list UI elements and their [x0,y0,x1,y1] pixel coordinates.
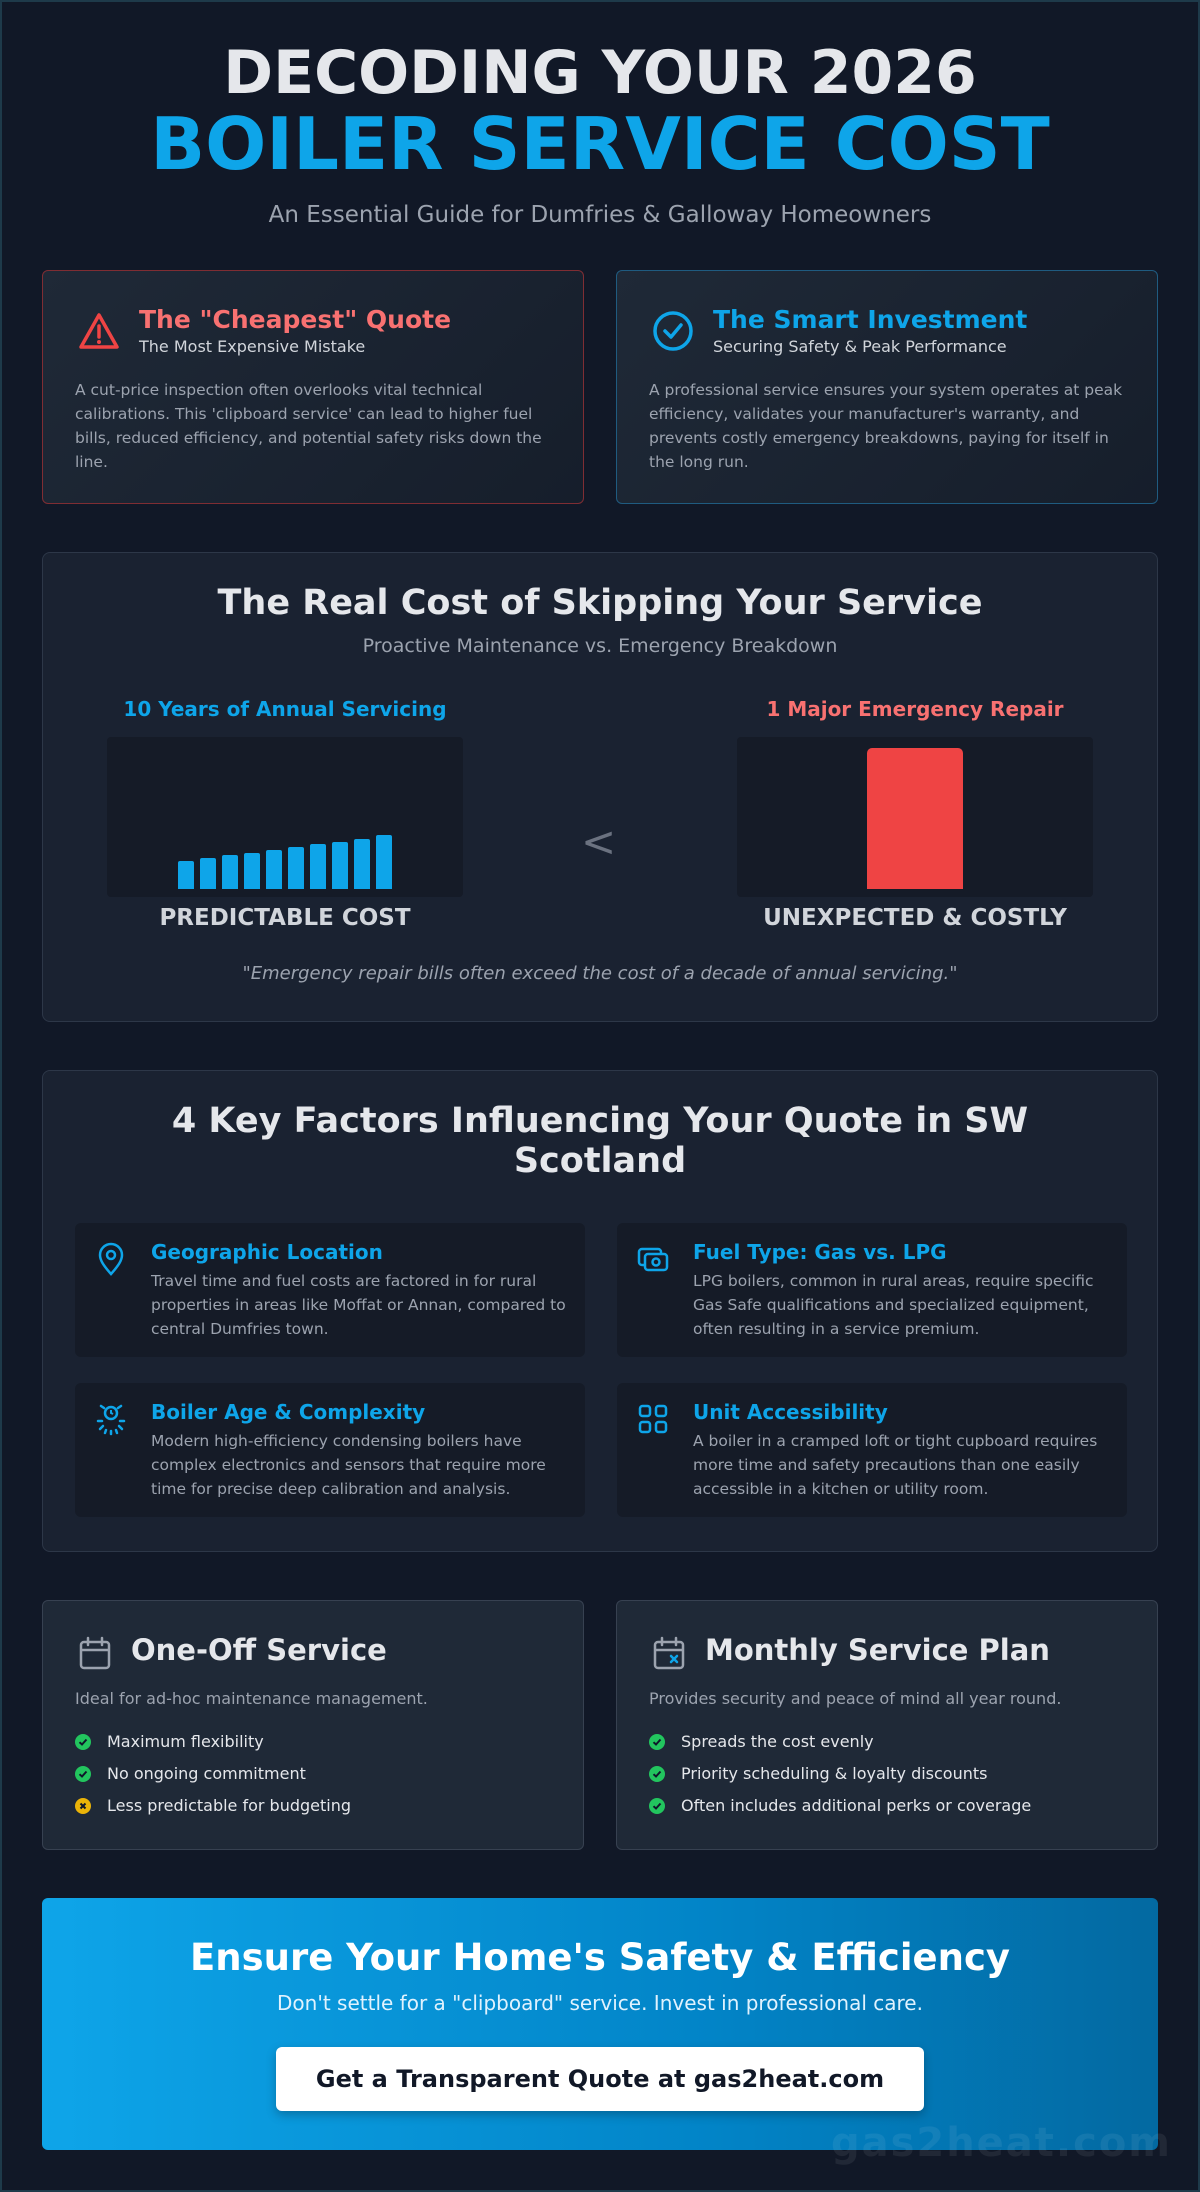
servicing-bar [222,854,238,889]
warning-triangle-icon [79,313,119,349]
plan-description: Provides security and peace of mind all … [649,1689,1062,1708]
plan-feature-text: Often includes additional perks or cover… [681,1796,1032,1815]
emergency-repair-chart [737,737,1093,897]
comparison-cards: The "Cheapest" Quote The Most Expensive … [42,270,1158,504]
factors-panel: 4 Key Factors Influencing Your Quote in … [42,1070,1158,1552]
title-line-1: DECODING YOUR 2026 [223,38,977,108]
cta-subtitle: Don't settle for a "clipboard" service. … [277,1991,923,2015]
plan-feature: No ongoing commitment [75,1758,551,1790]
plan-title: Monthly Service Plan [705,1633,1050,1667]
servicing-bar [310,844,326,889]
emergency-repair-label: 1 Major Emergency Repair [766,697,1064,721]
predictable-cost-caption: PREDICTABLE COST [159,905,411,931]
less-than-symbol: < [581,817,617,866]
get-quote-button[interactable]: Get a Transparent Quote at gas2heat.com [276,2047,924,2111]
real-cost-quote: "Emergency repair bills often exceed the… [242,963,958,984]
plan-feature: Spreads the cost evenly [649,1726,1125,1758]
grid-icon [638,1404,668,1434]
unexpected-costly-caption: UNEXPECTED & COSTLY [763,905,1067,931]
emergency-repair-bar [867,748,963,889]
real-cost-subtitle: Proactive Maintenance vs. Emergency Brea… [362,635,838,657]
servicing-bar [178,860,194,889]
check-icon [649,1734,665,1750]
watermark: gas2heat.com [830,2120,1172,2166]
servicing-bar [200,857,216,889]
factor-title: Boiler Age & Complexity [151,1400,426,1424]
real-cost-panel: The Real Cost of Skipping Your Service P… [42,552,1158,1022]
real-cost-title: The Real Cost of Skipping Your Service [217,583,983,623]
plan-feature-list: Spreads the cost evenly Priority schedul… [649,1726,1125,1822]
plan-feature: Priority scheduling & loyalty discounts [649,1758,1125,1790]
factor-body: Modern high-efficiency condensing boiler… [151,1432,546,1498]
servicing-bar [288,847,304,889]
card-subtitle: The Most Expensive Mistake [139,337,366,356]
plan-feature-text: Maximum flexibility [107,1732,264,1751]
location-pin-icon [98,1242,124,1276]
servicing-bar [266,850,282,889]
servicing-bar [354,838,370,889]
smart-investment-card: The Smart Investment Securing Safety & P… [616,270,1158,504]
factor-card-age: Boiler Age & Complexity Modern high-effi… [75,1383,585,1517]
factor-title: Fuel Type: Gas vs. LPG [693,1240,947,1264]
plan-feature-text: Less predictable for budgeting [107,1796,352,1815]
plan-feature-text: Spreads the cost evenly [681,1732,874,1751]
factor-body: Travel time and fuel costs are factored … [151,1272,566,1338]
servicing-bar [332,841,348,889]
check-icon [649,1798,665,1814]
check-circle-icon [653,311,693,351]
card-title: The "Cheapest" Quote [139,305,452,334]
plan-description: Ideal for ad-hoc maintenance management. [75,1689,428,1708]
card-title: The Smart Investment [713,305,1028,334]
monthly-plan-card: Monthly Service Plan Provides security a… [616,1600,1158,1850]
plan-feature-text: No ongoing commitment [107,1764,306,1783]
servicing-bar [376,834,392,889]
plan-title: One-Off Service [131,1633,387,1667]
annual-servicing-chart [107,737,463,897]
servicing-bar [244,852,260,889]
plan-feature: Less predictable for budgeting [75,1790,551,1822]
one-off-plan-card: One-Off Service Ideal for ad-hoc mainten… [42,1600,584,1850]
plan-feature-text: Priority scheduling & loyalty discounts [681,1764,988,1783]
card-subtitle: Securing Safety & Peak Performance [713,337,1007,356]
factor-body: A boiler in a cramped loft or tight cupb… [693,1432,1098,1498]
cta-title: Ensure Your Home's Safety & Efficiency [189,1936,1011,1979]
check-icon [649,1766,665,1782]
plan-feature: Maximum flexibility [75,1726,551,1758]
factors-title: 4 Key Factors Influencing Your Quote in … [171,1101,1029,1181]
cheapest-quote-card: The "Cheapest" Quote The Most Expensive … [42,270,584,504]
header: DECODING YOUR 2026 BOILER SERVICE COST A… [0,0,1200,228]
card-body: A professional service ensures your syst… [649,381,1123,471]
factor-title: Geographic Location [151,1240,383,1264]
calendar-x-icon [653,1636,685,1670]
gear-icon [96,1404,126,1436]
plan-feature: Often includes additional perks or cover… [649,1790,1125,1822]
cta-banner: Ensure Your Home's Safety & Efficiency D… [42,1898,1158,2150]
calendar-icon [79,1636,111,1670]
card-body: A cut-price inspection often overlooks v… [75,381,542,471]
annual-servicing-label: 10 Years of Annual Servicing [123,697,447,721]
factor-card-access: Unit Accessibility A boiler in a cramped… [617,1383,1127,1517]
factor-card-location: Geographic Location Travel time and fuel… [75,1223,585,1357]
check-icon [75,1734,91,1750]
factor-body: LPG boilers, common in rural areas, requ… [693,1272,1094,1338]
check-icon [75,1766,91,1782]
plan-feature-list: Maximum flexibility No ongoing commitmen… [75,1726,551,1822]
title-line-2: BOILER SERVICE COST [150,102,1050,186]
factor-title: Unit Accessibility [693,1400,888,1424]
money-icon [637,1247,669,1272]
factor-card-fuel: Fuel Type: Gas vs. LPG LPG boilers, comm… [617,1223,1127,1357]
page-subtitle: An Essential Guide for Dumfries & Gallow… [268,202,932,228]
cross-icon [75,1798,91,1814]
